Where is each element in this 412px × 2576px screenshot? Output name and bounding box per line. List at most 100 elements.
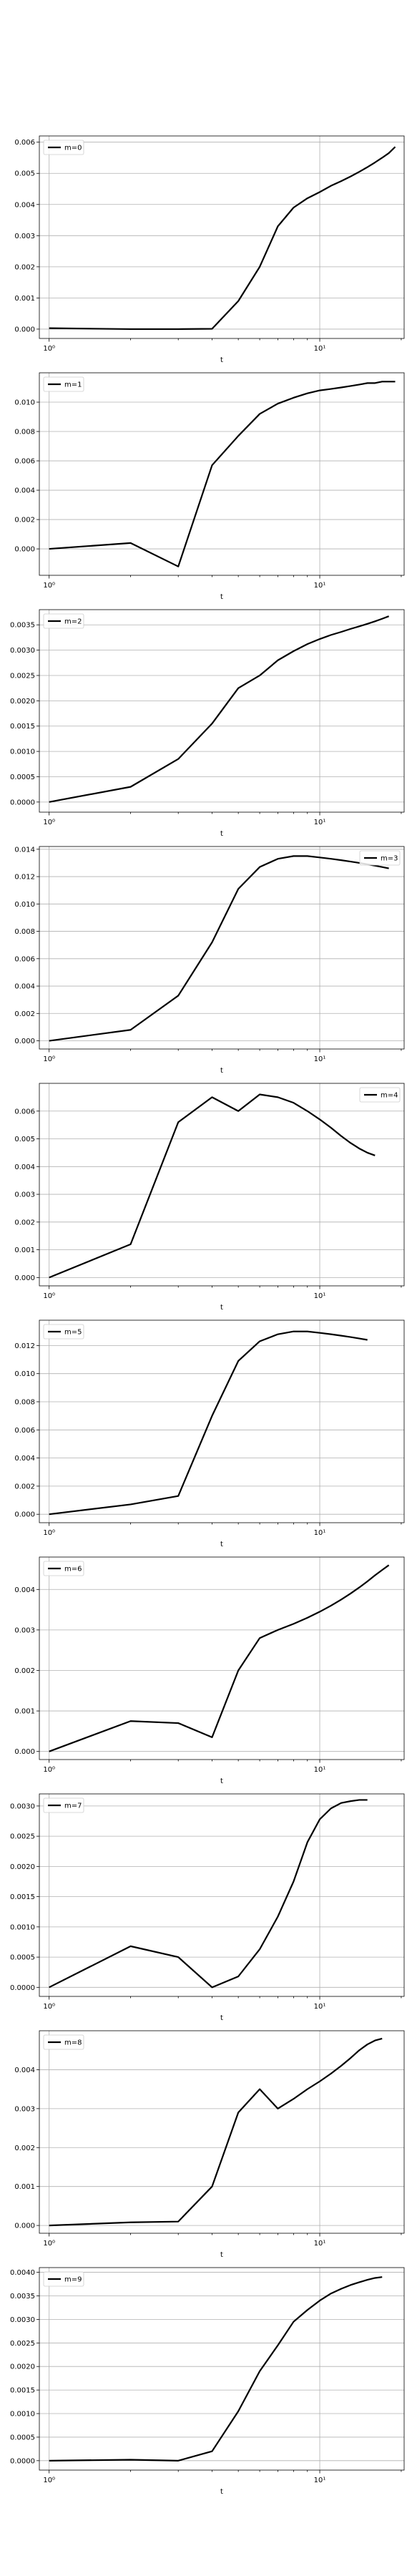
series-line-m=8 — [49, 2037, 383, 2227]
legend-label: m=0 — [64, 145, 82, 152]
x-tick-label: 10¹ — [314, 1055, 326, 1063]
x-tick-label: 10¹ — [314, 2477, 326, 2484]
legend-box — [43, 140, 84, 155]
y-tick-label: 0.000 — [14, 1274, 35, 1282]
legend-box — [359, 1087, 401, 1103]
x-axis-label: t — [220, 2488, 223, 2496]
legend: m=5 — [43, 1324, 84, 1340]
x-axis-label: t — [220, 830, 223, 838]
x-axis-label: t — [220, 2014, 223, 2022]
legend-label: m=3 — [381, 855, 398, 863]
subplot-4: 0.000 0.001 0.002 0.003 0.004 0.005 0.006 10⁰ 10… — [14, 1083, 405, 1312]
subplot-1: 0.000 0.002 0.004 0.006 0.008 0.010 10⁰ 10¹ t m=1 — [14, 372, 405, 601]
y-tick-label: 0.010 — [14, 399, 35, 407]
y-tick-label: 0.0025 — [10, 672, 35, 680]
legend: m=9 — [43, 2271, 84, 2287]
x-axis-label: t — [220, 593, 223, 601]
y-tick-label: 0.004 — [14, 2067, 35, 2074]
y-tick-label: 0.0020 — [10, 1863, 35, 1871]
x-tick-label: 10⁰ — [43, 2477, 55, 2484]
legend-box — [43, 613, 84, 629]
x-tick-label: 10⁰ — [43, 1055, 55, 1063]
y-tick-label: 0.0020 — [10, 698, 35, 706]
y-tick-label: 0.000 — [14, 2223, 35, 2230]
y-tick-label: 0.004 — [14, 1455, 35, 1463]
legend-box — [43, 376, 84, 392]
series-line-m=4 — [49, 1093, 376, 1279]
plot-frame — [39, 372, 405, 576]
y-tick-label: 0.006 — [14, 955, 35, 963]
y-tick-label: 0.008 — [14, 429, 35, 436]
y-tick-label: 0.0040 — [10, 2269, 35, 2277]
y-tick-label: 0.002 — [14, 1667, 35, 1675]
series-line-m=6 — [49, 1564, 390, 1752]
y-tick-label: 0.000 — [14, 1038, 35, 1045]
y-tick-label: 0.003 — [14, 233, 35, 240]
y-tick-label: 0.0015 — [10, 723, 35, 731]
x-tick-label: 10¹ — [314, 1292, 326, 1300]
legend: m=4 — [359, 1087, 401, 1103]
legend: m=0 — [43, 140, 84, 155]
series-line-m=1 — [49, 381, 396, 567]
y-tick-label: 0.004 — [14, 487, 35, 495]
subplot-5: 0.000 0.002 0.004 0.006 0.008 0.010 0.012 10⁰ 10… — [14, 1319, 405, 1548]
legend: m=8 — [43, 2034, 84, 2050]
legend: m=7 — [43, 1797, 84, 1813]
y-tick-label: 0.0030 — [10, 1802, 35, 1810]
y-tick-label: 0.006 — [14, 458, 35, 466]
y-tick-label: 0.004 — [14, 201, 35, 209]
x-tick-label: 10⁰ — [43, 345, 55, 353]
y-tick-label: 0.008 — [14, 928, 35, 936]
y-tick-label: 0.002 — [14, 517, 35, 525]
legend-label: m=6 — [64, 1566, 82, 1574]
y-tick-label: 0.001 — [14, 1246, 35, 1254]
x-tick-label: 10⁰ — [43, 1766, 55, 1774]
y-tick-label: 0.000 — [14, 1748, 35, 1756]
plot-frame — [39, 2267, 405, 2471]
y-tick-label: 0.0010 — [10, 2411, 35, 2419]
x-tick-label: 10¹ — [314, 345, 326, 353]
legend-label: m=4 — [381, 1092, 398, 1100]
y-tick-label: 0.002 — [14, 263, 35, 271]
plot-frame — [39, 1083, 405, 1287]
x-axis-label: t — [220, 1067, 223, 1075]
y-tick-label: 0.006 — [14, 1108, 35, 1116]
y-tick-label: 0.001 — [14, 295, 35, 303]
y-tick-label: 0.0035 — [10, 622, 35, 630]
y-tick-label: 0.0015 — [10, 2387, 35, 2395]
x-tick-label: 10¹ — [314, 2240, 326, 2248]
y-tick-label: 0.008 — [14, 1398, 35, 1406]
y-tick-label: 0.0010 — [10, 1923, 35, 1931]
legend-label: m=7 — [64, 1802, 82, 1810]
x-axis-label: t — [220, 1777, 223, 1785]
subplot-7: 0.0000 0.0005 0.0010 0.0015 0.0020 0.0025 0.00… — [10, 1793, 405, 2022]
legend-label: m=5 — [64, 1329, 82, 1337]
plot-frame — [39, 2030, 405, 2234]
x-tick-label: 10¹ — [314, 2003, 326, 2011]
x-axis-label: t — [220, 1541, 223, 1548]
y-tick-label: 0.010 — [14, 901, 35, 909]
series-line-m=5 — [49, 1330, 368, 1516]
y-tick-label: 0.002 — [14, 1010, 35, 1018]
y-tick-label: 0.003 — [14, 1191, 35, 1199]
y-tick-label: 0.0010 — [10, 748, 35, 756]
x-tick-label: 10⁰ — [43, 1529, 55, 1537]
y-tick-label: 0.002 — [14, 2145, 35, 2152]
y-tick-label: 0.0035 — [10, 2293, 35, 2301]
x-tick-label: 10¹ — [314, 819, 326, 826]
y-tick-label: 0.006 — [14, 139, 35, 147]
series-line-m=9 — [49, 2276, 383, 2462]
y-tick-label: 0.004 — [14, 1586, 35, 1594]
series-line-m=3 — [49, 855, 389, 1042]
x-tick-label: 10⁰ — [43, 582, 55, 590]
legend-box — [43, 1561, 84, 1576]
x-tick-label: 10⁰ — [43, 2240, 55, 2248]
y-tick-label: 0.0005 — [10, 2434, 35, 2441]
y-tick-label: 0.0000 — [10, 1984, 35, 1992]
y-tick-label: 0.0025 — [10, 1833, 35, 1841]
series-line-m=0 — [49, 146, 396, 331]
y-tick-label: 0.006 — [14, 1427, 35, 1435]
y-tick-label: 0.001 — [14, 1708, 35, 1716]
x-tick-label: 10¹ — [314, 1529, 326, 1537]
